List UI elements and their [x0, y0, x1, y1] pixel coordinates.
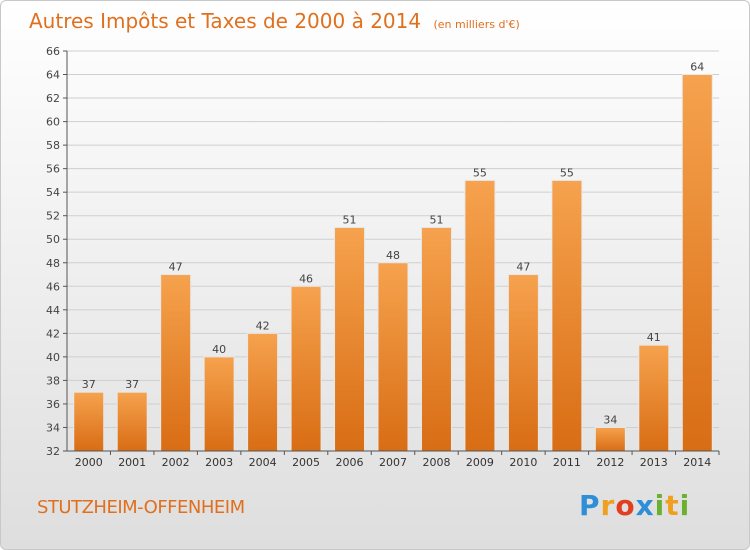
y-tick-label: 48: [46, 257, 60, 270]
data-label-2007: 48: [386, 249, 400, 262]
y-tick-label: 50: [46, 233, 60, 246]
bar-2012: [594, 426, 626, 452]
bar-2005: [290, 285, 322, 452]
data-label-2008: 51: [429, 213, 443, 226]
logo-letter: i: [654, 489, 666, 522]
data-label-2010: 47: [516, 261, 530, 274]
bar-2014: [681, 74, 713, 452]
data-label-2006: 51: [343, 213, 357, 226]
bar-2008: [420, 226, 452, 452]
y-tick-label: 66: [46, 45, 60, 58]
y-tick-label: 60: [46, 116, 60, 129]
x-tick-label-2008: 2008: [422, 456, 450, 469]
y-tick-label: 44: [46, 304, 60, 317]
logo-letter: i: [679, 489, 691, 522]
data-label-2004: 42: [256, 319, 270, 332]
chart-title: Autres Impôts et Taxes de 2000 à 2014 (e…: [29, 9, 520, 33]
x-tick-label-2013: 2013: [640, 456, 668, 469]
y-tick-label: 56: [46, 163, 60, 176]
bar-2010: [507, 274, 539, 452]
axes: 32 34 36 38 40 42 44 46 48 50 52 54 56 58 60 62 64 66 2000…: [46, 45, 720, 469]
logo-letter: P: [579, 489, 601, 522]
data-label-2005: 46: [299, 272, 313, 285]
y-tick-label: 62: [46, 92, 60, 105]
x-tick-label-2010: 2010: [509, 456, 537, 469]
bar-2001: [116, 391, 148, 452]
bar-2002: [160, 274, 192, 452]
y-tick-label: 40: [46, 351, 60, 364]
bar-2004: [247, 332, 279, 452]
y-tick-label: 42: [46, 327, 60, 340]
x-tick-label-2003: 2003: [205, 456, 233, 469]
x-tick-label-2011: 2011: [553, 456, 581, 469]
y-tick-label: 32: [46, 445, 60, 458]
data-label-2011: 55: [560, 166, 574, 179]
bar-2007: [377, 262, 409, 452]
x-tick-label-2001: 2001: [118, 456, 146, 469]
x-tick-label-2005: 2005: [292, 456, 320, 469]
data-label-2012: 34: [603, 413, 617, 426]
x-tick-label-2012: 2012: [596, 456, 624, 469]
x-tick-label-2002: 2002: [162, 456, 190, 469]
x-tick-label-2006: 2006: [336, 456, 364, 469]
bar-2003: [203, 356, 235, 452]
y-tick-label: 46: [46, 280, 60, 293]
y-tick-label: 36: [46, 398, 60, 411]
y-tick-label: 34: [46, 421, 60, 434]
data-label-2001: 37: [125, 378, 139, 391]
y-tick-label: 54: [46, 186, 60, 199]
logo-letter: o: [615, 489, 636, 522]
y-tick-label: 64: [46, 69, 60, 82]
data-label-2013: 41: [647, 331, 661, 344]
bar-2006: [334, 226, 366, 452]
bar-2011: [551, 179, 583, 452]
bar-2009: [464, 179, 496, 452]
x-tick-label-2007: 2007: [379, 456, 407, 469]
bar-2000: [73, 391, 105, 452]
data-label-2014: 64: [690, 61, 704, 74]
data-label-2002: 47: [169, 261, 183, 274]
y-tick-label: 58: [46, 139, 60, 152]
commune-name: STUTZHEIM-OFFENHEIM: [37, 497, 245, 518]
bar-2013: [638, 344, 670, 452]
logo-letter: t: [665, 489, 680, 522]
data-label-2009: 55: [473, 166, 487, 179]
x-tick-label-2004: 2004: [249, 456, 277, 469]
bars: 37 37 47 40 42 46 51 48 51 55 47 55 34 41 64: [73, 61, 713, 452]
logo-letter: x: [635, 489, 655, 522]
proxiti-logo: Proxiti: [579, 489, 690, 522]
y-tick-label: 38: [46, 374, 60, 387]
x-tick-label-2000: 2000: [75, 456, 103, 469]
chart-unit: (en milliers d'€): [433, 18, 520, 31]
chart-title-text: Autres Impôts et Taxes de 2000 à 2014: [29, 9, 422, 33]
logo-letter: r: [600, 489, 616, 522]
data-label-2003: 40: [212, 343, 226, 356]
x-tick-label-2009: 2009: [466, 456, 494, 469]
x-tick-label-2014: 2014: [683, 456, 711, 469]
data-label-2000: 37: [82, 378, 96, 391]
y-tick-label: 52: [46, 210, 60, 223]
